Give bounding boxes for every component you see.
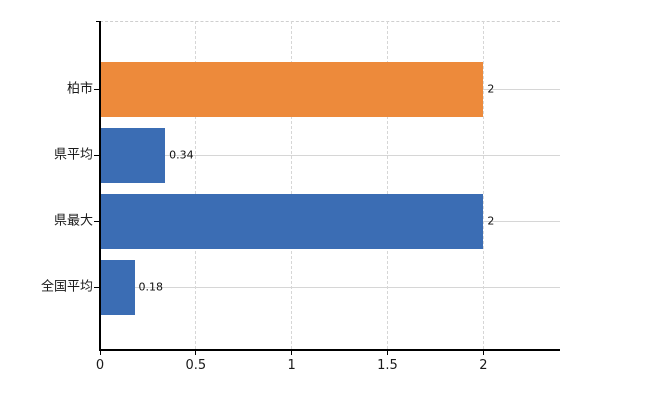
- bar-1: [100, 127, 166, 183]
- y-axis-line: [99, 21, 101, 350]
- x-gridline: [291, 21, 293, 349]
- bar-value-label: 2: [487, 214, 495, 228]
- x-axis-tick-label: 1: [287, 358, 296, 373]
- plot-top-border: [100, 21, 560, 22]
- bar-2: [100, 193, 484, 249]
- x-axis-tick: [195, 349, 197, 355]
- bar-3: [100, 259, 135, 315]
- bar-value-label: 2: [487, 82, 495, 96]
- y-axis-tick: [94, 88, 100, 90]
- x-axis-tick-label: 1.5: [377, 358, 398, 373]
- y-axis-tick: [94, 154, 100, 156]
- bar-value-label: 0.18: [138, 280, 164, 294]
- x-gridline: [482, 21, 484, 349]
- x-axis-tick-label: 2: [479, 358, 488, 373]
- x-axis-tick: [291, 349, 293, 355]
- x-gridline: [195, 21, 197, 349]
- y-gridline: [100, 154, 560, 156]
- category-label: 柏市: [66, 81, 93, 97]
- x-gridline: [387, 21, 388, 349]
- x-axis-tick: [99, 349, 101, 355]
- x-axis-tick-label: 0: [95, 358, 105, 373]
- bar-value-label: 0.34: [169, 148, 194, 162]
- y-axis-end-tick: [96, 21, 100, 22]
- category-label: 全国平均: [40, 279, 93, 295]
- y-axis-tick: [94, 286, 100, 288]
- y-axis-tick: [94, 220, 100, 222]
- x-axis-tick: [387, 349, 388, 355]
- x-axis-tick: [482, 349, 484, 355]
- x-axis-line: [99, 349, 560, 351]
- bar-0: [100, 61, 484, 117]
- y-gridline: [100, 286, 560, 288]
- category-label: 県最大: [53, 213, 93, 229]
- category-label: 県平均: [53, 147, 93, 163]
- x-axis-tick-label: 0.5: [185, 358, 207, 373]
